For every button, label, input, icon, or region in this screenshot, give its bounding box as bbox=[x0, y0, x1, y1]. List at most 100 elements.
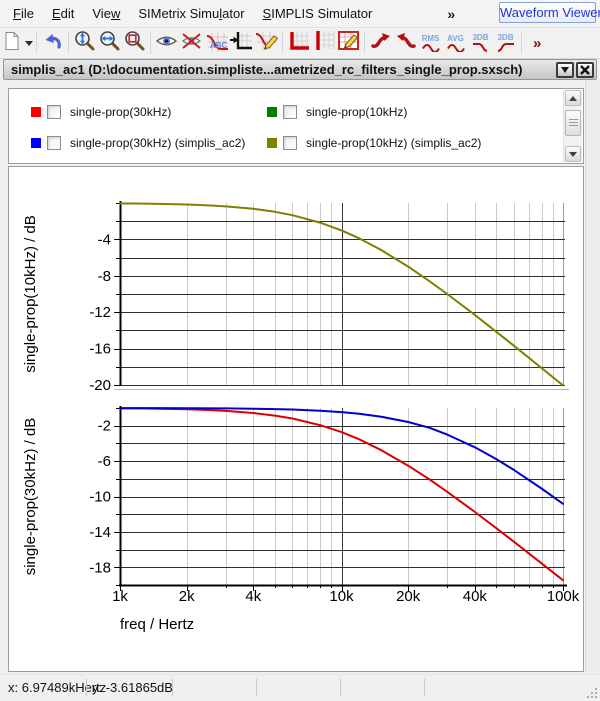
x-tick-label: 20k bbox=[396, 588, 421, 605]
add-grid-button[interactable] bbox=[286, 30, 311, 57]
add-axis-icon bbox=[230, 30, 253, 57]
x-tick-label: 1k bbox=[112, 588, 128, 605]
y-tick-label: -14 bbox=[89, 524, 111, 541]
zoom-y-axis-button[interactable] bbox=[72, 30, 97, 57]
scroll-thumb[interactable] bbox=[565, 110, 581, 136]
edit-curve-icon bbox=[255, 30, 279, 57]
new-document-icon bbox=[3, 31, 22, 56]
avg-icon: AVG bbox=[446, 33, 465, 52]
add-y-axis-button[interactable] bbox=[311, 30, 336, 57]
curve-color-swatch bbox=[267, 137, 277, 148]
curve-select-checkbox[interactable] bbox=[283, 104, 297, 119]
chevron-down-icon[interactable] bbox=[25, 40, 33, 46]
curve-single-prop-30kHz-simplis-ac2-[interactable] bbox=[119, 407, 564, 505]
curve-single-prop-10kHz-simplis-ac2-[interactable] bbox=[119, 202, 564, 387]
eye-crossed-icon bbox=[180, 32, 203, 55]
s-curve-left-icon bbox=[370, 32, 392, 55]
edit-curve-button[interactable] bbox=[254, 30, 279, 57]
cursor-x-readout: x: 6.97489kHertz bbox=[8, 680, 107, 695]
curve-select-checkbox[interactable] bbox=[47, 104, 61, 119]
arrow-up-icon bbox=[569, 95, 577, 101]
avg-text: AVG bbox=[447, 33, 464, 43]
menu-item-view[interactable]: View bbox=[92, 6, 121, 21]
bode-plot-chart[interactable]: -4 -8 -12 -16 -20 single-prop(10kHz) / dB -2 -6… bbox=[9, 167, 583, 671]
label-curve-icon: ABC bbox=[205, 32, 229, 54]
close-button[interactable] bbox=[576, 61, 594, 78]
legend-item: single-prop(30kHz) bbox=[31, 99, 267, 124]
new-waveform-document-button[interactable] bbox=[3, 30, 33, 57]
toolbar-separator bbox=[282, 32, 283, 54]
curve-color-swatch bbox=[267, 106, 277, 117]
toolbar-separator bbox=[364, 32, 365, 54]
legend-scrollbar[interactable] bbox=[563, 90, 582, 162]
avg-button[interactable]: AVG bbox=[443, 30, 468, 57]
status-divider bbox=[256, 679, 257, 696]
zoom-box-icon bbox=[124, 30, 146, 57]
undo-icon bbox=[42, 31, 64, 56]
cursor-y-readout: y: -3.61865dB bbox=[92, 680, 173, 695]
scroll-up-button[interactable] bbox=[565, 90, 581, 106]
rms-text: RMS bbox=[421, 33, 440, 43]
status-divider bbox=[172, 679, 173, 696]
menu-item-simetrix-simulator[interactable]: SIMetrix Simulator bbox=[138, 6, 245, 21]
mode-selector-combo[interactable]: Waveform Viewer bbox=[499, 2, 600, 23]
hide-curve-button[interactable] bbox=[179, 30, 204, 57]
graph-panel[interactable]: -4 -8 -12 -16 -20 single-prop(10kHz) / dB -2 -6… bbox=[8, 166, 584, 672]
resize-grip[interactable] bbox=[587, 688, 597, 698]
grip-icon bbox=[568, 119, 578, 127]
graph-window-title: simplis_ac1 (D:\documentation.simpliste.… bbox=[11, 62, 523, 77]
zoom-x-axis-button[interactable] bbox=[97, 30, 122, 57]
legend-panel: single-prop(30kHz) single-prop(30kHz) (si… bbox=[8, 88, 584, 164]
curve-single-prop-30kHz-[interactable] bbox=[119, 407, 564, 582]
scroll-down-button[interactable] bbox=[565, 146, 581, 162]
menu-item-edit[interactable]: Edit bbox=[51, 6, 75, 21]
window-menu-button[interactable] bbox=[556, 61, 574, 78]
rms-button[interactable]: RMS bbox=[418, 30, 443, 57]
label-curve-button[interactable]: ABC bbox=[204, 30, 229, 57]
add-axis-button[interactable] bbox=[229, 30, 254, 57]
legend-item: single-prop(30kHz) (simplis_ac2) bbox=[31, 130, 267, 155]
edit-grid-button[interactable] bbox=[336, 30, 361, 57]
show-curve-button[interactable] bbox=[154, 30, 179, 57]
curve-select-checkbox[interactable] bbox=[283, 135, 297, 150]
smooth-curve-right-button[interactable] bbox=[393, 30, 418, 57]
x-tick-label: 100k bbox=[547, 588, 580, 605]
zoom-rectangle-button[interactable] bbox=[122, 30, 147, 57]
toolbar-overflow-button[interactable]: » bbox=[533, 34, 542, 52]
menu-item-simplis-simulator[interactable]: SIMPLIS Simulator bbox=[262, 6, 373, 21]
menu-item-file[interactable]: File bbox=[13, 6, 34, 21]
x-tick-label: 40k bbox=[463, 588, 488, 605]
toolbar-separator bbox=[521, 32, 522, 54]
toolbar: ABC RMS bbox=[0, 28, 600, 59]
3db-low-text: 3DB bbox=[472, 33, 489, 42]
y-tick-label: -18 bbox=[89, 559, 111, 576]
chevron-down-icon bbox=[561, 66, 569, 73]
3db-lowpass-button[interactable]: 3DB bbox=[468, 30, 493, 57]
curve-select-checkbox[interactable] bbox=[47, 135, 61, 150]
3db-highpass-button[interactable]: 3DB bbox=[493, 30, 518, 57]
toolbar-separator bbox=[150, 32, 151, 54]
y-axis-title: single-prop(10kHz) / dB bbox=[22, 215, 39, 373]
legend-label: single-prop(30kHz) (simplis_ac2) bbox=[70, 135, 246, 150]
add-y-axis-icon bbox=[313, 30, 335, 57]
zoom-vertical-icon bbox=[74, 30, 96, 57]
3db-high-text: 3DB bbox=[497, 33, 514, 42]
undo-button[interactable] bbox=[40, 30, 65, 57]
menu-overflow-chevron[interactable]: » bbox=[447, 5, 456, 22]
legend-item: single-prop(10kHz) bbox=[267, 99, 481, 124]
y-tick-label: -6 bbox=[98, 453, 111, 470]
menu-bar: File Edit View SIMetrix Simulator SIMPLIS Si… bbox=[0, 0, 600, 28]
legend-grid: single-prop(30kHz) single-prop(30kHz) (si… bbox=[31, 99, 481, 155]
x-tick-label: 4k bbox=[245, 588, 261, 605]
eye-icon bbox=[155, 32, 178, 55]
x-tick-label: 2k bbox=[179, 588, 195, 605]
edit-grid-icon bbox=[337, 30, 361, 57]
graph-window-titlebar[interactable]: simplis_ac1 (D:\documentation.simpliste.… bbox=[3, 59, 597, 80]
s-curve-right-icon bbox=[395, 32, 417, 55]
y-tick-label: -8 bbox=[98, 268, 111, 285]
3db-lowpass-icon: 3DB bbox=[472, 34, 490, 52]
y-tick-label: -20 bbox=[89, 377, 111, 394]
arrow-down-icon bbox=[569, 151, 577, 157]
status-bar: x: 6.97489kHertz y: -3.61865dB bbox=[0, 674, 600, 701]
smooth-curve-left-button[interactable] bbox=[368, 30, 393, 57]
